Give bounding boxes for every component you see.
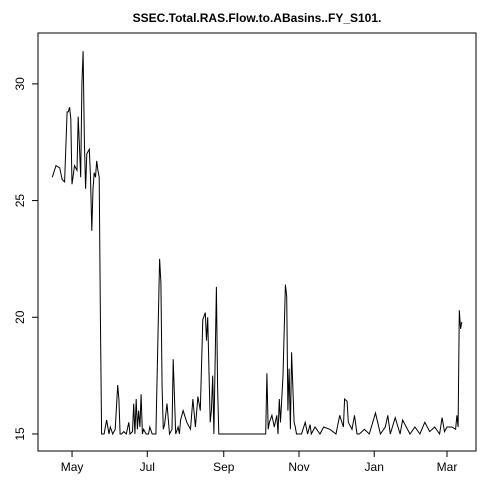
- y-tick-label: 15: [13, 427, 27, 441]
- y-tick-label: 20: [13, 310, 27, 324]
- y-tick-label: 25: [13, 194, 27, 208]
- plot-box: [37, 32, 477, 452]
- chart-title: SSEC.Total.RAS.Flow.to.ABasins..FY_S101.: [133, 11, 382, 25]
- x-tick-label: Mar: [437, 460, 458, 474]
- x-tick-label: Nov: [288, 460, 309, 474]
- data-line: [51, 51, 463, 436]
- x-tick-label: May: [61, 460, 84, 474]
- x-tick-label: Jul: [140, 460, 155, 474]
- x-tick-label: Jan: [365, 460, 384, 474]
- y-tick-label: 30: [13, 77, 27, 91]
- x-tick-label: Sep: [213, 460, 235, 474]
